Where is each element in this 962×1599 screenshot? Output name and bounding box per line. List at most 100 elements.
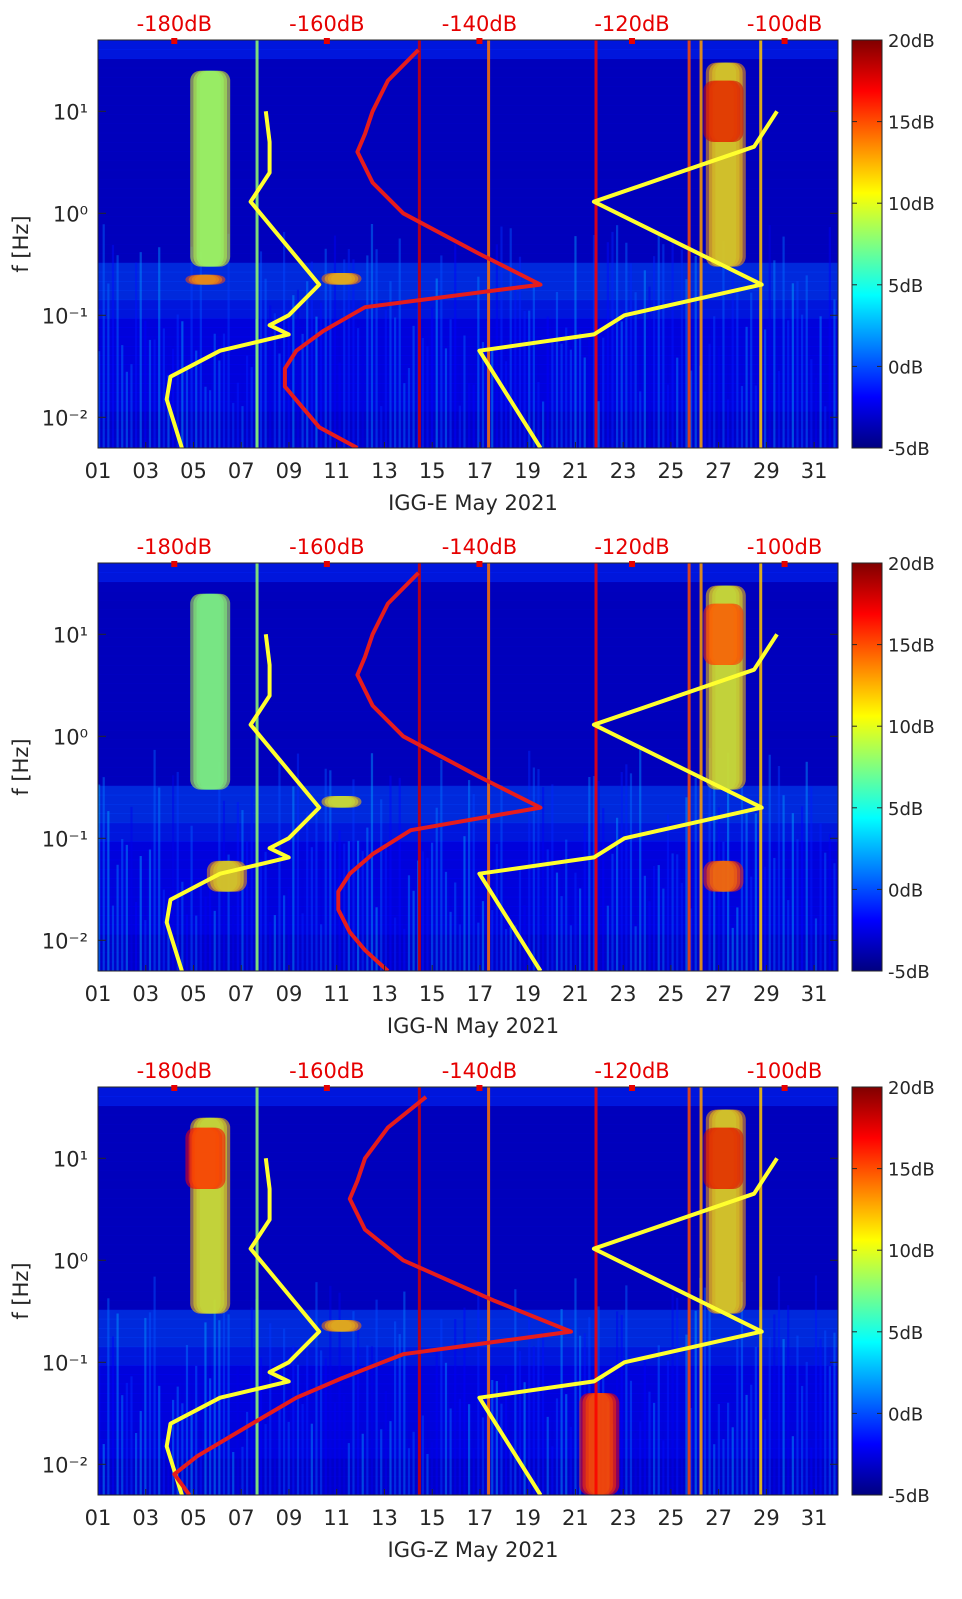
spectrogram-panel: 01 03 05 07 09 11 13 15 17 19 21 23 25 27 29 31 IGG-E Ma…	[9, 12, 935, 515]
heatmap	[98, 1087, 838, 1495]
y-axis-label: f [Hz]	[9, 1262, 33, 1319]
colorbar-tick-label: -5dB	[888, 439, 930, 460]
x-axis-label: IGG-N May 2021	[387, 1014, 559, 1038]
colorbar	[851, 39, 883, 449]
colorbar-tick-label: 0dB	[888, 357, 923, 378]
top-axis-tick	[323, 38, 330, 44]
heatmap-spike	[687, 1087, 691, 1495]
y-axis-label: f [Hz]	[9, 215, 33, 272]
plot-frame	[97, 1086, 839, 1496]
y-tick-label: 10⁻¹	[42, 1351, 88, 1375]
station_psd-curve	[172, 1095, 573, 1495]
noise_model_high-curve	[477, 110, 779, 448]
x-tick-label: 21	[562, 459, 589, 483]
y-tick-label: 10⁻²	[42, 1453, 88, 1477]
x-tick-label: 15	[419, 1506, 446, 1530]
x-tick-label: 27	[705, 982, 732, 1006]
x-tick-label: 07	[228, 459, 255, 483]
x-tick-label: 25	[658, 1506, 685, 1530]
colorbar-tick-label: 10dB	[888, 1241, 935, 1262]
x-tick-label: 31	[801, 982, 828, 1006]
colorbar-tick-label: 15dB	[888, 636, 935, 657]
x-tick-label: 21	[562, 1506, 589, 1530]
x-tick-label: 05	[180, 459, 207, 483]
x-tick-label: 13	[371, 459, 398, 483]
noise_model_low-curve	[164, 634, 322, 971]
x-tick-label: 03	[132, 459, 159, 483]
heatmap-event	[703, 1127, 744, 1189]
y-tick-label: 10⁰	[53, 202, 88, 226]
y-tick-label: 10⁻¹	[42, 827, 88, 851]
heatmap-spike	[594, 1087, 598, 1495]
x-tick-label: 17	[467, 1506, 494, 1530]
colorbar-tick-label: 5dB	[888, 1323, 923, 1344]
top-axis-label: -100dB	[747, 535, 822, 559]
heatmap-spike	[487, 1087, 491, 1495]
heatmap-event	[703, 80, 744, 142]
x-tick-label: 23	[610, 982, 637, 1006]
top-axis-label: -140dB	[442, 1059, 517, 1083]
heatmap-spike	[699, 563, 703, 971]
heatmap-spike	[687, 40, 691, 448]
x-tick-label: 11	[323, 982, 350, 1006]
top-axis-tick	[476, 561, 483, 567]
x-tick-label: 01	[85, 982, 112, 1006]
x-tick-label: 19	[514, 1506, 541, 1530]
plot-frame	[97, 562, 839, 972]
top-axis-tick	[781, 561, 788, 567]
colorbar-tick-label: 5dB	[888, 276, 923, 297]
x-tick-label: 19	[514, 982, 541, 1006]
heatmap-event	[579, 1393, 620, 1495]
heatmap-spike	[687, 563, 691, 971]
x-tick-label: 31	[801, 1506, 828, 1530]
y-tick-label: 10⁰	[53, 1249, 88, 1273]
top-axis-tick	[629, 38, 636, 44]
y-tick-label: 10⁻²	[42, 929, 88, 953]
colorbar-tick-label: 0dB	[888, 1404, 923, 1425]
x-tick-label: 03	[132, 982, 159, 1006]
heatmap-event	[703, 603, 744, 665]
station_psd-curve	[282, 48, 543, 448]
heatmap-event	[190, 70, 231, 267]
y-tick-label: 10¹	[53, 100, 88, 124]
y-tick-label: 10¹	[53, 623, 88, 647]
top-axis-label: -120dB	[594, 535, 669, 559]
colorbar-tick-label: 0dB	[888, 880, 923, 901]
x-tick-label: 11	[323, 459, 350, 483]
heatmap-spike	[417, 563, 421, 971]
x-tick-label: 27	[705, 459, 732, 483]
heatmap-event	[703, 860, 744, 892]
top-axis-tick	[781, 38, 788, 44]
colorbar-tick-label: 15dB	[888, 1160, 935, 1181]
colorbar	[851, 562, 883, 972]
heatmap-event	[321, 272, 362, 285]
heatmap-spike	[487, 563, 491, 971]
heatmap	[98, 563, 838, 971]
top-axis-tick	[629, 1085, 636, 1091]
top-axis-label: -160dB	[289, 535, 364, 559]
x-tick-label: 09	[276, 982, 303, 1006]
x-tick-label: 29	[753, 1506, 780, 1530]
top-axis-tick	[323, 561, 330, 567]
x-tick-label: 01	[85, 459, 112, 483]
colorbar-tick-label: 15dB	[888, 113, 935, 134]
top-axis-tick	[323, 1085, 330, 1091]
y-axis-label: f [Hz]	[9, 738, 33, 795]
x-tick-label: 05	[180, 1506, 207, 1530]
y-tick-label: 10⁰	[53, 725, 88, 749]
x-tick-label: 21	[562, 982, 589, 1006]
colorbar-tick-label: 10dB	[888, 717, 935, 738]
spectrogram-panel: 01 03 05 07 09 11 13 15 17 19 21 23 25 27 29 31 IGG-Z Ma…	[9, 1059, 935, 1562]
x-tick-label: 25	[658, 982, 685, 1006]
station_psd-curve	[336, 571, 543, 971]
top-axis-label: -160dB	[289, 12, 364, 36]
noise_model_low-curve	[164, 111, 322, 448]
colorbar	[851, 1086, 883, 1496]
top-axis-label: -180dB	[137, 12, 212, 36]
colorbar-tick-label: -5dB	[888, 962, 930, 983]
y-tick-label: 10⁻²	[42, 406, 88, 430]
heatmap-event	[321, 1319, 362, 1332]
colorbar-tick-label: 20dB	[888, 31, 935, 52]
colorbar-tick-label: 10dB	[888, 194, 935, 215]
x-tick-label: 03	[132, 1506, 159, 1530]
